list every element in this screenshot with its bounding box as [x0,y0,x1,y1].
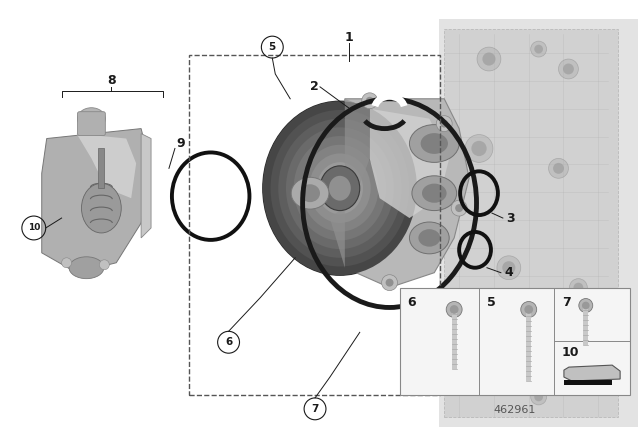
Ellipse shape [317,162,363,214]
Bar [452,310,457,369]
Ellipse shape [291,177,329,209]
Text: 10: 10 [28,224,40,233]
Text: 462961: 462961 [493,405,536,415]
Text: 3: 3 [506,211,515,224]
Circle shape [471,141,486,156]
Ellipse shape [69,257,104,279]
FancyBboxPatch shape [77,112,106,136]
Circle shape [465,134,493,162]
Ellipse shape [410,125,459,162]
Ellipse shape [77,108,106,129]
Circle shape [446,302,462,318]
Circle shape [524,305,533,314]
Bar [583,306,588,345]
Polygon shape [330,99,370,268]
Circle shape [573,283,583,293]
Circle shape [381,275,397,291]
Ellipse shape [320,166,360,211]
Circle shape [553,163,564,174]
Circle shape [502,261,515,274]
Circle shape [531,389,547,405]
Circle shape [450,305,458,314]
Circle shape [582,302,589,309]
Polygon shape [141,134,151,238]
Circle shape [436,116,452,132]
Circle shape [559,59,579,79]
Text: 6: 6 [225,337,232,347]
Circle shape [451,200,467,216]
Circle shape [563,64,574,74]
Ellipse shape [301,145,378,232]
Ellipse shape [263,101,417,275]
Circle shape [534,392,543,401]
Ellipse shape [309,154,371,223]
Text: 7: 7 [311,404,319,414]
Circle shape [440,120,448,128]
FancyBboxPatch shape [439,19,638,427]
Polygon shape [370,109,449,218]
Bar [526,310,531,381]
Polygon shape [42,129,148,273]
Text: 6: 6 [408,296,416,309]
Polygon shape [77,134,136,198]
Ellipse shape [422,184,447,203]
Polygon shape [444,29,618,417]
Circle shape [99,260,109,270]
Ellipse shape [329,176,351,201]
Ellipse shape [286,127,394,249]
Text: 5: 5 [269,42,276,52]
Circle shape [534,45,543,53]
Circle shape [521,302,537,318]
Bar [399,288,630,395]
Text: 7: 7 [562,296,571,309]
Circle shape [548,159,568,178]
Ellipse shape [412,176,457,211]
Ellipse shape [419,229,440,247]
Text: 2: 2 [310,80,319,93]
Ellipse shape [300,184,320,202]
Circle shape [365,97,374,105]
Ellipse shape [410,222,449,254]
Ellipse shape [420,133,448,154]
Text: 9: 9 [177,137,185,150]
Text: 4: 4 [504,266,513,279]
Circle shape [570,279,588,297]
Ellipse shape [271,110,409,267]
Text: 10: 10 [562,346,579,359]
Circle shape [477,47,501,71]
Circle shape [483,52,495,65]
Circle shape [455,204,463,212]
Ellipse shape [263,101,417,275]
Text: 8: 8 [107,74,116,87]
Polygon shape [564,365,620,381]
Circle shape [497,256,521,280]
Bar [564,380,612,385]
Circle shape [385,279,394,287]
Bar [189,55,440,395]
Circle shape [531,41,547,57]
Circle shape [362,93,378,109]
Circle shape [61,258,72,268]
Ellipse shape [81,183,121,233]
Polygon shape [330,99,469,288]
Ellipse shape [278,119,401,258]
Text: 5: 5 [487,296,496,309]
Circle shape [483,371,495,383]
Circle shape [479,367,499,387]
Ellipse shape [294,136,386,241]
Circle shape [579,298,593,312]
Text: 1: 1 [344,30,353,43]
Bar [99,148,104,188]
